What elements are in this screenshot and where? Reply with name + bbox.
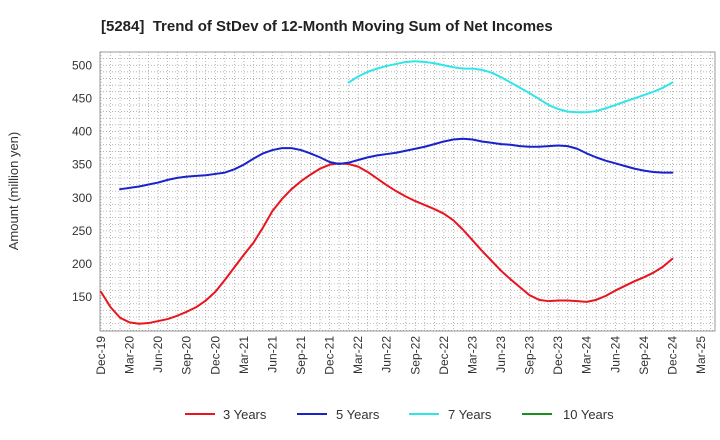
y-axis-label: Amount (million yen) xyxy=(6,132,21,251)
x-tick-label: Dec-23 xyxy=(551,336,565,375)
legend-label-5-years: 5 Years xyxy=(336,407,380,422)
series-line-5-years xyxy=(119,137,674,191)
x-tick-label: Jun-24 xyxy=(608,336,622,373)
legend-item-7-years: 7 Years xyxy=(409,407,492,422)
series-line-3-years xyxy=(100,162,674,325)
x-tick-label: Dec-22 xyxy=(437,336,451,375)
x-tick-label: Sep-23 xyxy=(523,336,537,375)
legend-label-10-years: 10 Years xyxy=(563,407,614,422)
x-tick-label: Dec-21 xyxy=(323,336,337,375)
x-tick-label: Mar-25 xyxy=(694,336,708,374)
legend-label-3-years: 3 Years xyxy=(223,407,267,422)
x-tick-label: Sep-20 xyxy=(180,336,194,375)
x-tick-label: Jun-20 xyxy=(151,336,165,373)
x-tick-label: Jun-21 xyxy=(265,336,279,373)
y-tick-label: 350 xyxy=(72,158,92,172)
series-layer xyxy=(100,60,674,325)
legend-item-3-years: 3 Years xyxy=(185,407,267,422)
x-tick-label: Jun-22 xyxy=(380,336,394,373)
x-tick-label: Sep-22 xyxy=(408,336,422,375)
y-tick-label: 200 xyxy=(72,257,92,271)
x-tick-label: Dec-24 xyxy=(665,336,679,375)
y-tick-label: 500 xyxy=(72,58,92,72)
x-axis-ticks: Dec-19 Mar-20 Jun-20 Sep-20 Dec-20 Mar-21 Jun-… xyxy=(94,336,708,375)
x-tick-label: Jun-23 xyxy=(494,336,508,373)
legend-item-10-years: 10 Years xyxy=(522,407,614,422)
legend-label-7-years: 7 Years xyxy=(448,407,492,422)
y-tick-label: 250 xyxy=(72,224,92,238)
y-axis-ticks: 150 200 250 300 350 400 450 500 xyxy=(72,58,92,304)
x-tick-label: Sep-24 xyxy=(637,336,651,375)
x-tick-label: Mar-22 xyxy=(351,336,365,374)
x-tick-label: Mar-21 xyxy=(237,336,251,374)
chart-title: [5284] Trend of StDev of 12-Month Moving… xyxy=(101,18,553,35)
y-tick-label: 300 xyxy=(72,191,92,205)
plot-frame xyxy=(99,51,716,332)
x-tick-label: Sep-21 xyxy=(294,336,308,375)
x-tick-label: Mar-23 xyxy=(465,336,479,374)
y-tick-label: 450 xyxy=(72,91,92,105)
y-tick-label: 400 xyxy=(72,125,92,139)
legend-item-5-years: 5 Years xyxy=(297,407,380,422)
x-tick-label: Mar-24 xyxy=(580,336,594,374)
x-tick-label: Dec-20 xyxy=(208,336,222,375)
grid xyxy=(100,51,715,331)
x-tick-label: Mar-20 xyxy=(123,336,137,374)
series-line-7-years xyxy=(347,60,674,114)
legend: 3 Years 5 Years 7 Years 10 Years xyxy=(185,407,614,422)
y-tick-label: 150 xyxy=(72,290,92,304)
x-tick-label: Dec-19 xyxy=(94,336,108,375)
